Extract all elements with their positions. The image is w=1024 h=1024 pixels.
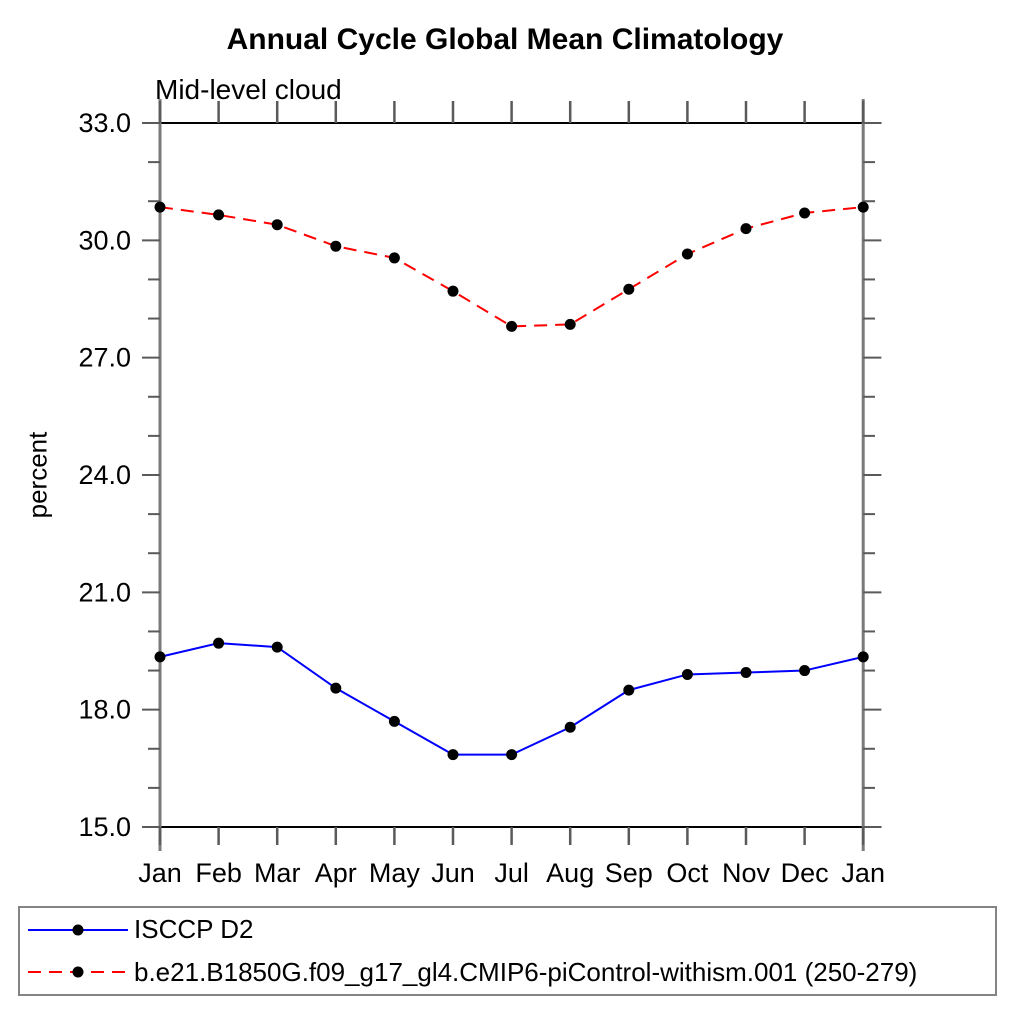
data-point-marker-0: [388, 715, 400, 727]
data-point-marker-1: [506, 320, 518, 332]
y-tick-label: 33.0: [78, 108, 131, 138]
y-tick-label: 30.0: [78, 225, 131, 255]
data-point-marker-0: [564, 721, 576, 733]
x-tick-label: Sep: [605, 858, 653, 888]
data-point-marker-1: [213, 209, 225, 221]
x-tick-label: Apr: [315, 858, 357, 888]
y-tick-label: 15.0: [78, 812, 131, 842]
data-point-marker-1: [388, 252, 400, 264]
data-point-marker-1: [740, 223, 752, 235]
series-line-0: [159, 642, 864, 756]
data-point-marker-1: [564, 318, 576, 330]
data-point-marker-0: [857, 651, 869, 663]
x-tick-label: Jan: [138, 858, 182, 888]
x-tick-label: Jan: [841, 858, 885, 888]
data-point-marker-1: [447, 285, 459, 297]
data-point-marker-1: [623, 283, 635, 295]
x-tick-label: Jun: [431, 858, 475, 888]
x-tick-label: Jul: [494, 858, 529, 888]
x-tick-label: Dec: [781, 858, 829, 888]
x-tick-label: Aug: [546, 858, 594, 888]
data-point-marker-0: [681, 668, 693, 680]
y-tick-label: 18.0: [78, 695, 131, 725]
data-point-marker-0: [799, 665, 811, 677]
data-point-marker-0: [154, 651, 166, 663]
data-point-marker-0: [330, 682, 342, 694]
chart-title: Annual Cycle Global Mean Climatology: [226, 23, 784, 56]
x-tick-label: Mar: [254, 858, 301, 888]
data-point-marker-1: [857, 201, 869, 213]
data-point-marker-0: [447, 749, 459, 761]
legend-item-model: b.e21.B1850G.f09_g17_gl4.CMIP6-piControl…: [24, 951, 995, 993]
data-point-marker-1: [799, 207, 811, 219]
chart-subtitle: Mid-level cloud: [155, 74, 342, 105]
x-tick-label: Oct: [666, 858, 709, 888]
legend-line-dashed-icon: [28, 966, 128, 978]
x-tick-label: May: [369, 858, 421, 888]
legend-label-model: b.e21.B1850G.f09_g17_gl4.CMIP6-piControl…: [134, 956, 918, 987]
legend-box: ISCCP D2 b.e21.B1850G.f09_g17_gl4.CMIP6-…: [18, 906, 997, 996]
data-point-marker-1: [330, 240, 342, 252]
y-tick-label: 21.0: [78, 577, 131, 607]
data-point-marker-1: [271, 219, 283, 231]
series-line-1: [159, 206, 864, 328]
legend-item-isccp: ISCCP D2: [24, 909, 995, 951]
data-point-marker-1: [154, 201, 166, 213]
y-tick-label: 27.0: [78, 343, 131, 373]
data-point-marker-0: [271, 641, 283, 653]
x-tick-label: Feb: [195, 858, 242, 888]
x-tick-label: Nov: [722, 858, 771, 888]
data-point-marker-0: [623, 684, 635, 696]
data-point-marker-0: [740, 667, 752, 679]
legend-line-solid-icon: [28, 924, 128, 936]
data-point-marker-1: [681, 248, 693, 260]
legend-label-isccp: ISCCP D2: [134, 914, 254, 945]
data-point-marker-0: [213, 637, 225, 649]
y-tick-label: 24.0: [78, 460, 131, 490]
data-point-marker-0: [506, 749, 518, 761]
